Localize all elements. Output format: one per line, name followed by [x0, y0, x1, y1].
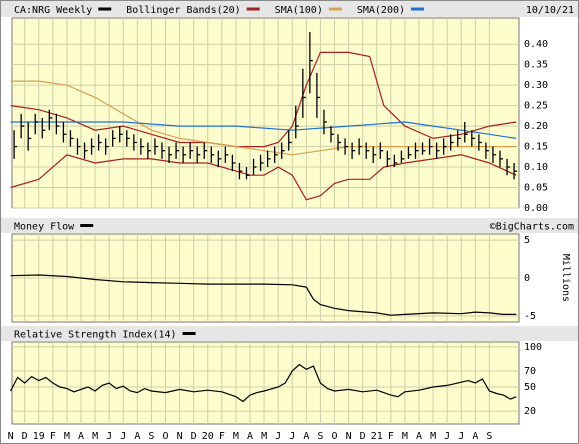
- x-tick-label: A: [78, 431, 84, 442]
- x-tick-label: F: [50, 431, 56, 442]
- watermark: ©BigCharts.com: [490, 222, 574, 233]
- bollinger-lower: [10, 154, 517, 201]
- y-tick-label: 0.05: [524, 183, 548, 194]
- x-tick-label: F: [219, 431, 225, 442]
- x-tick-label: J: [289, 431, 295, 442]
- x-tick-label: D: [191, 431, 197, 442]
- x-tick-label: M: [430, 431, 436, 442]
- x-tick-label: M: [261, 431, 267, 442]
- x-tick-label: F: [388, 431, 394, 442]
- x-tick-label: S: [317, 431, 323, 442]
- y-tick-label: 0.25: [524, 101, 548, 112]
- x-tick-label: A: [247, 431, 253, 442]
- plot-area: [11, 341, 520, 425]
- y-tick-label: 20: [524, 406, 536, 417]
- panel-header: [1, 326, 578, 341]
- legend-label: Relative Strength Index(14): [14, 330, 177, 341]
- y-tick-label: 0.00: [524, 203, 548, 214]
- x-tick-label: N: [8, 431, 14, 442]
- y-tick-label: 5: [524, 235, 530, 246]
- x-tick-label: A: [134, 431, 140, 442]
- y-tick-label: 0.15: [524, 142, 548, 153]
- legend-label: Money Flow: [14, 222, 75, 233]
- x-tick-label: J: [444, 431, 450, 442]
- bollinger-upper: [10, 51, 517, 148]
- x-tick-label: D: [22, 431, 28, 442]
- x-tick-label: J: [458, 431, 464, 442]
- x-tick-label: S: [486, 431, 492, 442]
- x-tick-label: A: [472, 431, 478, 442]
- x-tick-label: A: [416, 431, 422, 442]
- y-tick-label: -5: [524, 311, 536, 322]
- panel-header: [1, 218, 578, 233]
- x-tick-label: M: [92, 431, 98, 442]
- y-tick-label: 0.20: [524, 121, 548, 132]
- x-tick-label: M: [64, 431, 70, 442]
- y-tick-label: 0.30: [524, 80, 548, 91]
- panel-header: [1, 1, 578, 17]
- x-tick-label: M: [233, 431, 239, 442]
- x-tick-label: N: [346, 431, 352, 442]
- y-tick-label: 0.35: [524, 60, 548, 71]
- legend-label: SMA(100): [275, 5, 323, 16]
- x-tick-label: N: [177, 431, 183, 442]
- sma-line: [10, 80, 517, 156]
- x-tick-label: O: [162, 431, 168, 442]
- sma-line: [10, 121, 517, 139]
- legend-label: CA:NRG Weekly: [14, 5, 92, 16]
- plot-area: [11, 17, 520, 209]
- x-tick-label: J: [275, 431, 281, 442]
- indicator-line: [10, 274, 517, 316]
- legend-label: SMA(200): [357, 5, 405, 16]
- x-tick-label: D: [360, 431, 366, 442]
- x-tick-label: 20: [202, 431, 214, 442]
- y-tick-label: 50: [524, 382, 536, 393]
- legend-label: Bollinger Bands(20): [126, 5, 240, 16]
- y-tick-label: 70: [524, 366, 536, 377]
- y-tick-label: 0.10: [524, 162, 548, 173]
- date-label: 10/10/21: [526, 5, 574, 16]
- x-tick-label: A: [303, 431, 309, 442]
- y-tick-label: 0: [524, 273, 530, 284]
- x-tick-label: J: [106, 431, 112, 442]
- x-tick-label: J: [120, 431, 126, 442]
- x-tick-label: S: [148, 431, 154, 442]
- y-axis-label: Millions: [560, 254, 571, 302]
- y-tick-label: 100: [524, 342, 542, 353]
- x-tick-label: 19: [33, 431, 45, 442]
- x-tick-label: O: [331, 431, 337, 442]
- x-tick-label: 21: [371, 431, 383, 442]
- x-tick-label: M: [402, 431, 408, 442]
- indicator-line: [10, 363, 517, 403]
- y-tick-label: 0.40: [524, 39, 548, 50]
